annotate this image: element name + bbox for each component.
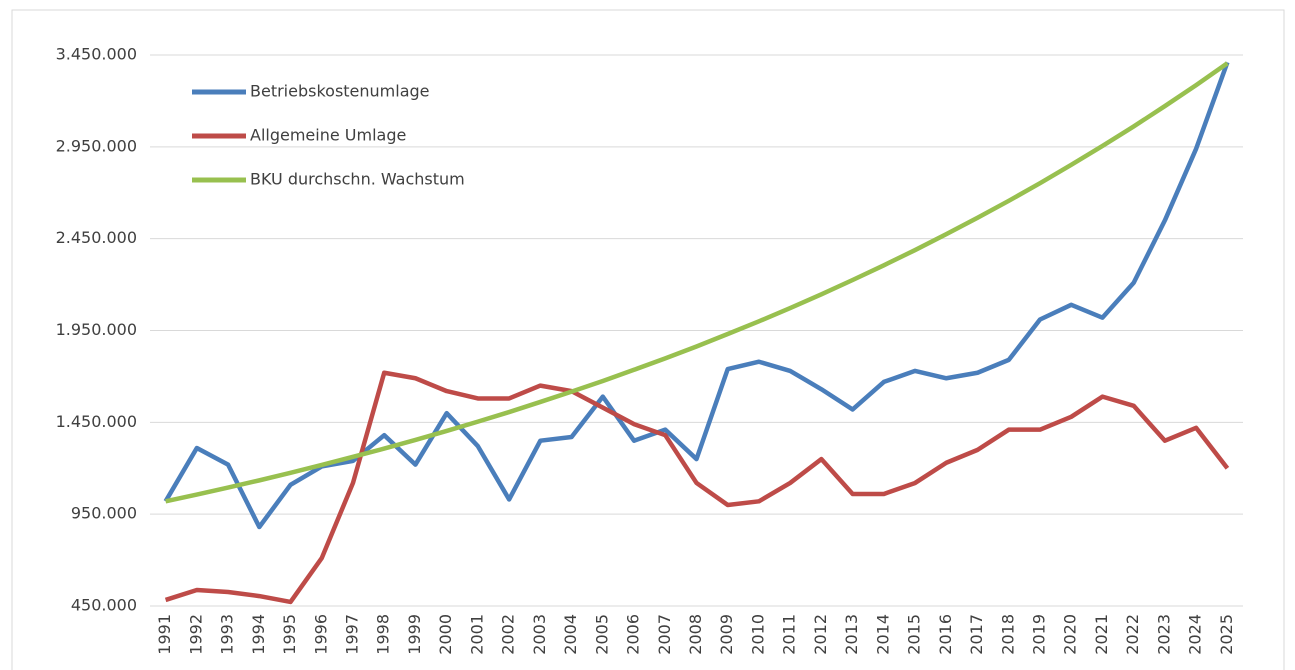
x-tick-label: 2023 (1154, 614, 1173, 655)
x-tick-label: 2002 (499, 614, 518, 655)
x-tick-label: 2022 (1123, 614, 1142, 655)
x-tick-label: 1992 (186, 614, 205, 655)
x-tick-label: 2009 (717, 614, 736, 655)
line-series (164, 370, 1230, 605)
line-series (165, 61, 1229, 504)
x-tick-label: 2024 (1186, 614, 1205, 655)
x-tick-label: 2017 (967, 614, 986, 655)
x-tick-label: 1991 (155, 614, 174, 655)
x-tick-label: 2003 (530, 614, 549, 655)
x-tick-label: 2000 (436, 614, 455, 655)
y-tick-label: 2.950.000 (56, 136, 137, 155)
y-tick-label: 950.000 (71, 504, 137, 523)
x-tick-label: 1999 (405, 614, 424, 655)
x-tick-label: 2015 (905, 614, 924, 655)
x-tick-label: 2020 (1061, 614, 1080, 655)
x-tick-label: 2008 (686, 614, 705, 655)
x-tick-label: 1993 (218, 614, 237, 655)
y-tick-label: 2.450.000 (56, 228, 137, 247)
x-tick-label: 2007 (655, 614, 674, 655)
y-tick-label: 1.950.000 (56, 320, 137, 339)
x-tick-label: 2001 (467, 614, 486, 655)
x-tick-label: 2004 (561, 614, 580, 655)
x-tick-label: 2019 (1030, 614, 1049, 655)
x-tick-label: 2021 (1092, 614, 1111, 655)
x-tick-label: 1996 (311, 614, 330, 655)
legend-label: Allgemeine Umlage (250, 126, 406, 145)
x-tick-label: 2025 (1217, 614, 1236, 655)
x-tick-label: 2016 (936, 614, 955, 655)
x-tick-label: 2012 (811, 614, 830, 655)
y-tick-label: 1.450.000 (56, 412, 137, 431)
x-tick-label: 2018 (998, 614, 1017, 655)
line-series (163, 61, 1230, 530)
x-tick-label: 2013 (842, 614, 861, 655)
legend-label: Betriebskostenumlage (250, 82, 430, 101)
y-tick-label: 3.450.000 (56, 45, 137, 64)
y-tick-label: 450.000 (71, 596, 137, 615)
x-tick-label: 1994 (249, 614, 268, 655)
x-tick-label: 2006 (624, 614, 643, 655)
legend-label: BKU durchschn. Wachstum (250, 170, 465, 189)
x-tick-label: 2011 (780, 614, 799, 655)
x-tick-label: 1995 (280, 614, 299, 655)
x-tick-label: 2005 (592, 614, 611, 655)
x-tick-label: 2010 (748, 614, 767, 655)
x-tick-label: 1998 (374, 614, 393, 655)
x-tick-label: 1997 (342, 614, 361, 655)
x-tick-label: 2014 (873, 614, 892, 655)
chart-frame (11, 9, 1285, 670)
